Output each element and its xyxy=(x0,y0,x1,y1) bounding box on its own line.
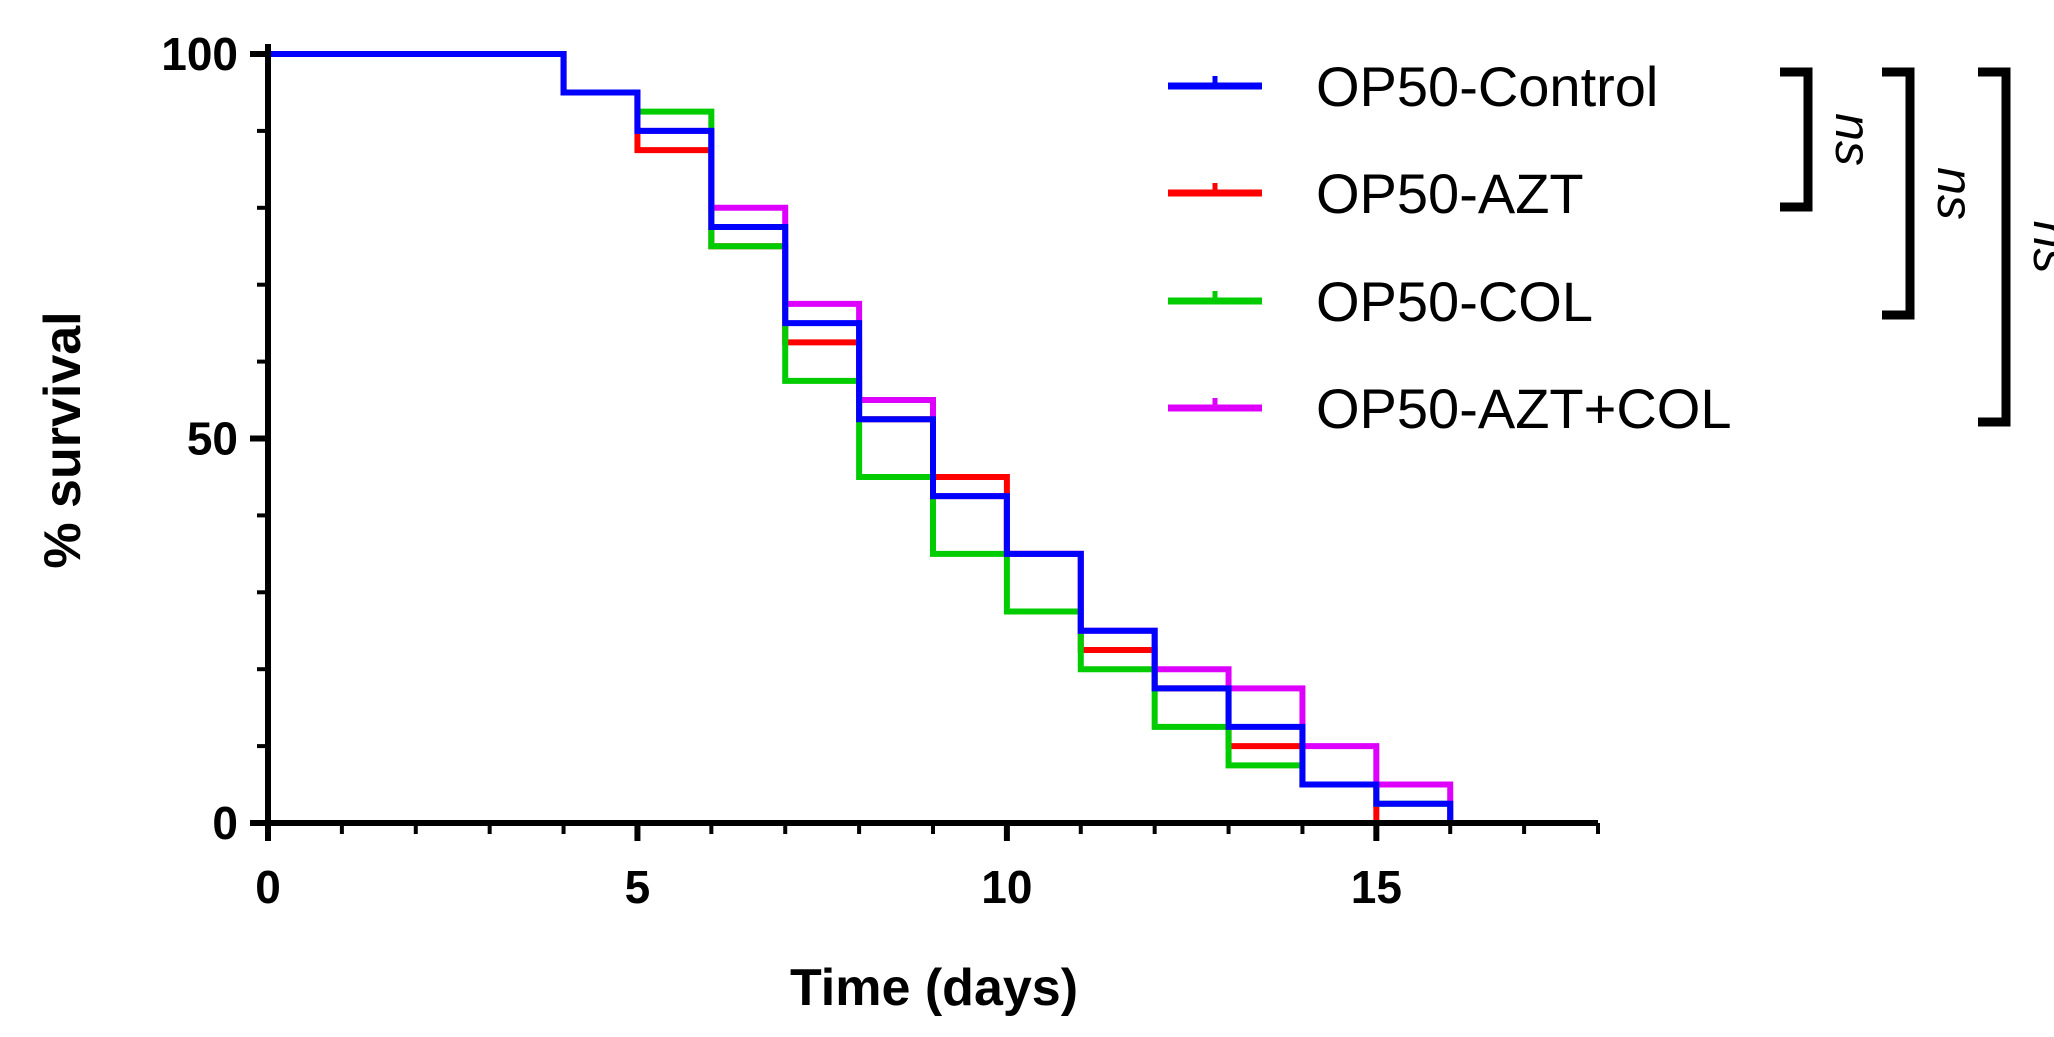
y-axis-title: % survival xyxy=(34,311,92,568)
x-tick-label: 5 xyxy=(625,861,651,913)
y-tick-label: 0 xyxy=(212,797,238,849)
significance-bracket xyxy=(1978,67,2011,427)
legend-label: OP50-AZT xyxy=(1316,162,1584,225)
y-tick-label: 50 xyxy=(187,413,238,465)
series-line-op50-col xyxy=(268,51,1454,823)
series-layer xyxy=(268,51,1454,823)
x-tick-label: 10 xyxy=(981,861,1032,913)
legend-label: OP50-Control xyxy=(1316,55,1658,118)
legend-label: OP50-COL xyxy=(1316,270,1593,333)
significance-bracket xyxy=(1882,67,1915,320)
significance-bracket xyxy=(1780,67,1813,212)
significance-label: ns xyxy=(1927,167,1983,220)
x-tick-label: 15 xyxy=(1351,861,1402,913)
legend-label: OP50-AZT+COL xyxy=(1316,377,1731,440)
legend: OP50-Control OP50-AZT OP50-COL OP50-AZT+COL xyxy=(1168,55,1731,440)
significance-label: ns xyxy=(1825,113,1881,166)
series-line-op50-azt xyxy=(268,51,1380,823)
y-tick-label: 100 xyxy=(161,28,238,80)
axes-layer: 0 50 100 0 5 10 15 Time (days) % survival xyxy=(34,28,1600,1017)
significance-label: ns xyxy=(2023,221,2054,274)
x-axis-title: Time (days) xyxy=(790,959,1078,1017)
series-line-op50-control xyxy=(268,51,1454,823)
x-tick-label: 0 xyxy=(255,861,281,913)
